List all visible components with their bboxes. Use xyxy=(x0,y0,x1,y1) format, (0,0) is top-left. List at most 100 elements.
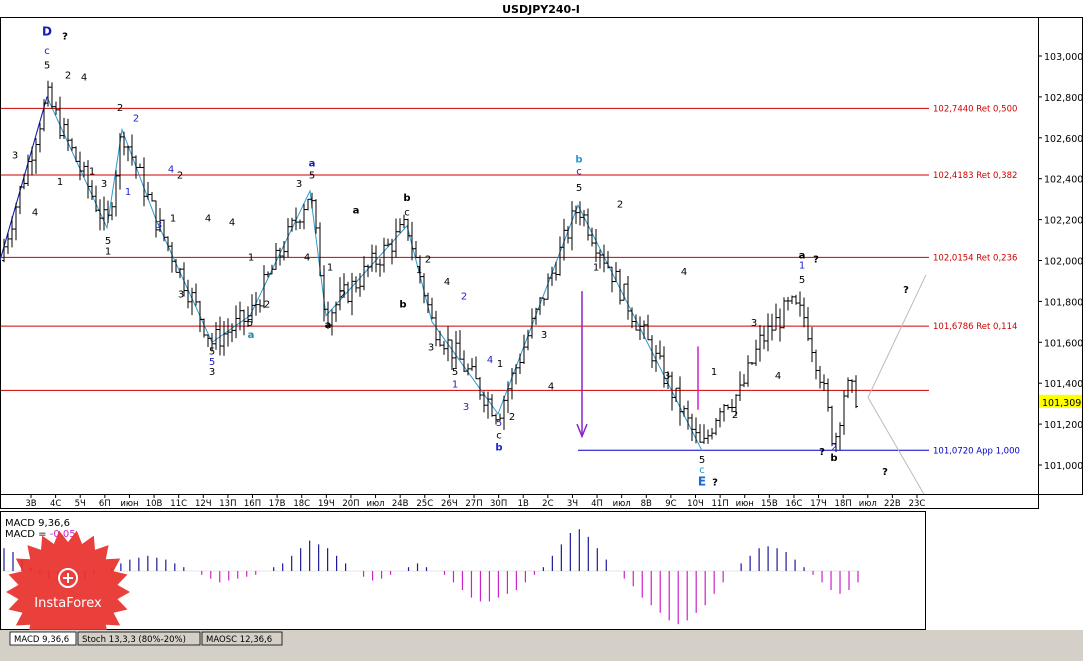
wave-label: 5 xyxy=(799,275,805,286)
wave-label: 1 xyxy=(416,265,422,276)
indicator-tab-label: Stoch 13,3,3 (80%-20%) xyxy=(82,635,186,645)
wave-label: 3 xyxy=(428,342,434,353)
time-tick-label: 16С xyxy=(786,499,803,509)
time-tick-label: 26Ч xyxy=(441,499,458,509)
wave-label: 3 xyxy=(156,220,162,231)
wave-label: 2 xyxy=(461,291,467,302)
wave-label: 5 xyxy=(105,236,111,247)
wave-label: 1 xyxy=(452,379,458,390)
wave-label: 2 xyxy=(509,412,515,423)
wave-label: 1 xyxy=(170,214,176,225)
indicator-tab[interactable] xyxy=(201,631,283,646)
time-tick-label: 17В xyxy=(269,499,286,509)
current-price-box xyxy=(1039,394,1082,408)
wave-label: 1 xyxy=(89,167,95,178)
wave-label: b xyxy=(399,300,406,311)
wave-label: 2 xyxy=(831,443,837,454)
time-tick-label: 18П xyxy=(835,499,852,509)
time-tick-label: 4С xyxy=(50,499,61,509)
indicator-tab-label: MACD 9,36,6 xyxy=(14,635,69,645)
logo-burst xyxy=(6,530,130,654)
wave-label: 4 xyxy=(205,214,211,225)
wave-label: c xyxy=(576,167,582,178)
wave-label: 4 xyxy=(444,277,450,288)
time-tick-label: 4П xyxy=(591,499,603,509)
chart-title: USDJPY240-I xyxy=(502,3,580,16)
wave-label: 1 xyxy=(711,367,717,378)
wave-label: 2 xyxy=(617,199,623,210)
wave-label: 3 xyxy=(12,150,18,161)
level-label: 102,0154 Ret 0,236 xyxy=(933,253,1017,263)
wave-label: b xyxy=(495,443,502,454)
wave-label: 1 xyxy=(248,253,254,264)
wave-label: 5 xyxy=(44,60,50,71)
price-tick-label: 103,000 xyxy=(1044,52,1083,63)
wave-label: c xyxy=(699,465,705,476)
price-axis-border xyxy=(1038,17,1083,495)
time-tick-label: 5Ч xyxy=(75,499,86,509)
time-tick-label: 22В xyxy=(884,499,901,509)
price-tick-label: 102,000 xyxy=(1044,257,1083,268)
wave-label: ? xyxy=(712,477,718,488)
price-tick-label: 101,600 xyxy=(1044,338,1083,349)
time-tick-label: 3Ч xyxy=(567,499,578,509)
logo-emblem-cross xyxy=(63,573,73,583)
wave-label: 5 xyxy=(452,367,458,378)
time-tick-label: 3В xyxy=(25,499,36,509)
wave-label: 5 xyxy=(576,183,582,194)
wave-label: 5 xyxy=(209,347,215,358)
macd-label: MACD 9,36,6 xyxy=(5,518,70,529)
price-tick-label: 101,400 xyxy=(1044,379,1083,390)
wave-label: 1 xyxy=(799,261,805,272)
wave-label: a xyxy=(325,320,332,331)
instaforex-logo: InstaForex xyxy=(6,530,130,654)
wave-label: 4 xyxy=(775,371,781,382)
time-axis-border xyxy=(0,494,1039,509)
time-axis: 3В 4С 5Ч 6П июн 10В 11С 12Ч 13П 16П 17В 18С 19Ч 20П ию… xyxy=(25,495,925,509)
price-pane-border xyxy=(0,17,1039,495)
wave-label: c xyxy=(44,46,50,57)
wave-label: 1 xyxy=(57,177,63,188)
macd-histogram xyxy=(1,529,860,625)
time-tick-label: 11П xyxy=(712,499,729,509)
wave-label: 4 xyxy=(168,165,174,176)
wave-label: a xyxy=(353,205,360,216)
wave-label: 4 xyxy=(548,381,554,392)
time-tick-label: 19Ч xyxy=(318,499,335,509)
wave-label: b xyxy=(403,193,410,204)
wave-label: D xyxy=(42,25,52,39)
indicator-tab[interactable] xyxy=(77,631,201,646)
level-label: 101,0720 App 1,000 xyxy=(933,446,1020,456)
wave-label: 3 xyxy=(664,371,670,382)
wave-label: 2 xyxy=(425,255,431,266)
logo-text: InstaForex xyxy=(34,596,102,611)
projection-up-line xyxy=(867,274,927,398)
macd-value: -0,05 xyxy=(50,529,76,540)
level-label: 102,7440 Ret 0,500 xyxy=(933,104,1017,114)
wave-label: 3 xyxy=(541,330,547,341)
macd-value-label: MACD = -0,05 xyxy=(5,529,76,540)
wave-label: 2 xyxy=(264,300,270,311)
time-tick-label: 12Ч xyxy=(195,499,212,509)
time-tick-label: июн xyxy=(736,499,754,509)
wave-label: b xyxy=(575,154,582,165)
time-tick-label: июл xyxy=(859,499,877,509)
wave-label: 2 xyxy=(117,103,123,114)
time-tick-label: 24В xyxy=(392,499,409,509)
time-tick-label: 2С xyxy=(542,499,553,509)
wave-label: 5 xyxy=(209,357,215,368)
indicator-tab[interactable] xyxy=(9,631,77,646)
wave-label: a xyxy=(309,158,316,169)
wave-label: 4 xyxy=(681,267,687,278)
time-tick-label: 23С xyxy=(909,499,926,509)
current-price-label: 101,309 xyxy=(1042,398,1081,409)
wave-label: 1 xyxy=(105,246,111,257)
wave-label: c xyxy=(404,208,410,219)
macd-value-prefix: MACD = xyxy=(5,529,50,540)
wave-label: 3 xyxy=(178,289,184,300)
wave-label: 4 xyxy=(229,218,235,229)
price-tick-label: 102,800 xyxy=(1044,93,1083,104)
wave-label: 1 xyxy=(497,359,503,370)
wave-label: 3 xyxy=(209,367,215,378)
wave-label: 1 xyxy=(327,263,333,274)
